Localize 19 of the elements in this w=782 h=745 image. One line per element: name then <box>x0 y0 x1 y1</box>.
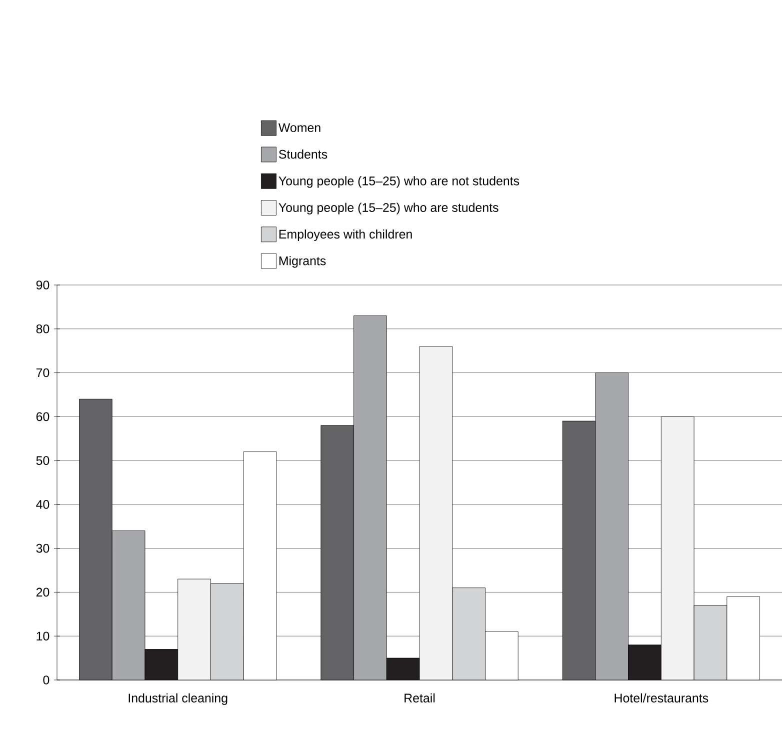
y-tick-label: 10 <box>36 632 50 641</box>
legend-label: Migrants <box>279 256 326 268</box>
y-tick-label: 30 <box>36 544 50 553</box>
y-tick-label: 50 <box>36 456 50 465</box>
legend-label: Women <box>278 123 320 132</box>
x-tick-label: Hotel/restaurants <box>614 693 708 702</box>
legend-label: Students <box>278 150 328 159</box>
y-tick-label: 80 <box>36 324 50 334</box>
legend-label: Young people (15–25) who are students <box>278 202 498 214</box>
y-tick-label: 90 <box>36 280 50 290</box>
y-tick-label: 20 <box>36 588 50 597</box>
y-tick-label: 60 <box>36 412 50 422</box>
legend-label: Young people (15–25) who are not students <box>278 176 520 188</box>
x-tick-label: Industrial cleaning <box>128 693 228 705</box>
legend-label: Employees with children <box>279 229 412 242</box>
y-tick-label: 40 <box>36 500 50 509</box>
y-tick-label: 0 <box>43 676 50 684</box>
y-tick-label: 70 <box>36 368 50 378</box>
x-tick-label: Retail <box>404 693 435 702</box>
